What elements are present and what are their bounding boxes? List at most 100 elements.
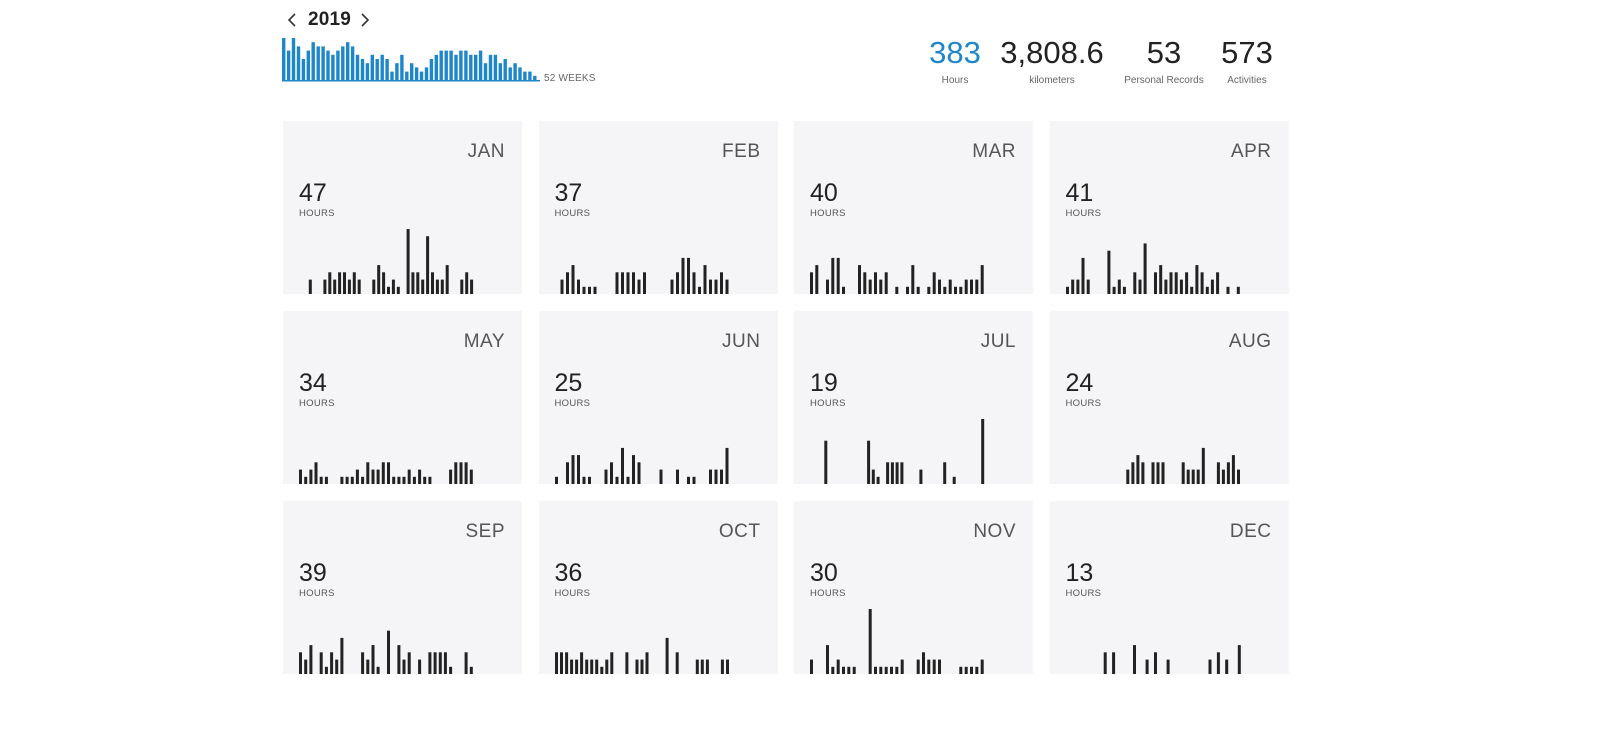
day-bar[interactable]	[842, 666, 845, 674]
week-bar[interactable]	[286, 50, 291, 80]
month-card-apr[interactable]: APR 41 HOURS	[1049, 121, 1289, 294]
week-bar[interactable]	[321, 46, 325, 80]
day-bar[interactable]	[328, 272, 332, 294]
day-bar[interactable]	[1181, 462, 1185, 484]
day-bar[interactable]	[720, 659, 724, 674]
day-bar[interactable]	[323, 279, 327, 294]
day-bar[interactable]	[620, 272, 624, 294]
day-bar[interactable]	[402, 659, 406, 674]
day-bar[interactable]	[692, 272, 695, 294]
week-bar[interactable]	[360, 59, 365, 80]
day-bar[interactable]	[1231, 455, 1235, 484]
day-bar[interactable]	[836, 659, 840, 674]
day-bar[interactable]	[428, 476, 432, 484]
day-bar[interactable]	[443, 652, 447, 674]
day-bar[interactable]	[1200, 272, 1204, 294]
month-card-jul[interactable]: JUL 19 HOURS	[794, 311, 1033, 484]
day-bar[interactable]	[314, 462, 318, 484]
day-bar[interactable]	[574, 659, 578, 674]
day-bar[interactable]	[1145, 659, 1149, 674]
day-bar[interactable]	[874, 666, 877, 674]
day-bar[interactable]	[576, 279, 580, 294]
chevron-left-icon[interactable]	[282, 10, 302, 30]
day-bar[interactable]	[579, 652, 583, 674]
week-bar[interactable]	[424, 67, 429, 80]
month-card-feb[interactable]: FEB 37 HOURS	[538, 121, 778, 294]
week-bar[interactable]	[454, 54, 458, 80]
week-bar[interactable]	[518, 67, 522, 80]
day-bar[interactable]	[1143, 243, 1147, 294]
day-bar[interactable]	[387, 462, 390, 484]
day-bar[interactable]	[964, 279, 968, 294]
day-bar[interactable]	[1153, 272, 1157, 294]
day-bar[interactable]	[366, 462, 370, 484]
day-bar[interactable]	[975, 279, 979, 294]
day-bar[interactable]	[1216, 652, 1220, 674]
day-bar[interactable]	[916, 286, 920, 294]
day-bar[interactable]	[1132, 645, 1136, 674]
day-bar[interactable]	[357, 279, 361, 294]
day-bar[interactable]	[454, 462, 458, 484]
day-bar[interactable]	[1117, 279, 1121, 294]
day-bar[interactable]	[1156, 462, 1159, 484]
day-bar[interactable]	[449, 469, 453, 484]
day-bar[interactable]	[863, 272, 867, 294]
day-bar[interactable]	[428, 652, 432, 674]
day-bar[interactable]	[464, 462, 468, 484]
day-bar[interactable]	[319, 652, 323, 674]
day-bar[interactable]	[637, 462, 640, 484]
day-bar[interactable]	[943, 286, 947, 294]
day-bar[interactable]	[324, 476, 328, 484]
day-bar[interactable]	[725, 447, 728, 484]
day-bar[interactable]	[1153, 652, 1157, 674]
week-bar[interactable]	[434, 54, 438, 80]
day-bar[interactable]	[376, 666, 380, 674]
day-bar[interactable]	[1221, 469, 1225, 484]
day-bar[interactable]	[900, 659, 904, 674]
day-bar[interactable]	[1070, 279, 1074, 294]
day-bar[interactable]	[423, 476, 427, 484]
week-bar[interactable]	[410, 63, 414, 80]
day-bar[interactable]	[620, 447, 624, 484]
month-card-oct[interactable]: OCT 36 HOURS	[538, 501, 778, 674]
week-bar[interactable]	[459, 50, 463, 80]
day-bar[interactable]	[431, 272, 434, 294]
day-bar[interactable]	[571, 455, 574, 484]
day-bar[interactable]	[609, 462, 613, 484]
day-bar[interactable]	[708, 469, 712, 484]
day-bar[interactable]	[831, 257, 835, 294]
day-bar[interactable]	[402, 476, 406, 484]
day-bar[interactable]	[464, 652, 468, 674]
day-bar[interactable]	[725, 279, 728, 294]
day-bar[interactable]	[1179, 279, 1183, 294]
day-bar[interactable]	[700, 659, 704, 674]
day-bar[interactable]	[372, 279, 376, 294]
day-bar[interactable]	[564, 652, 568, 674]
week-bar[interactable]	[498, 63, 502, 80]
day-bar[interactable]	[932, 272, 936, 294]
day-bar[interactable]	[919, 469, 923, 484]
day-bar[interactable]	[879, 279, 883, 294]
day-bar[interactable]	[1174, 272, 1178, 294]
day-bar[interactable]	[340, 476, 344, 484]
day-bar[interactable]	[975, 666, 979, 674]
week-bar[interactable]	[483, 63, 488, 80]
chevron-right-icon[interactable]	[355, 10, 375, 30]
day-bar[interactable]	[911, 265, 915, 294]
day-bar[interactable]	[418, 469, 422, 484]
week-bar[interactable]	[301, 59, 306, 80]
week-bar[interactable]	[528, 71, 532, 80]
day-bar[interactable]	[626, 476, 629, 484]
day-bar[interactable]	[852, 666, 856, 674]
day-bar[interactable]	[938, 279, 941, 294]
week-bar[interactable]	[370, 54, 374, 80]
day-bar[interactable]	[714, 469, 717, 484]
day-bar[interactable]	[387, 286, 390, 294]
week-bar[interactable]	[523, 71, 527, 80]
month-card-mar[interactable]: MAR 40 HOURS	[794, 121, 1033, 294]
day-bar[interactable]	[469, 469, 473, 484]
day-bar[interactable]	[587, 476, 591, 484]
day-bar[interactable]	[338, 272, 342, 294]
day-bar[interactable]	[725, 659, 729, 674]
day-bar[interactable]	[964, 666, 968, 674]
